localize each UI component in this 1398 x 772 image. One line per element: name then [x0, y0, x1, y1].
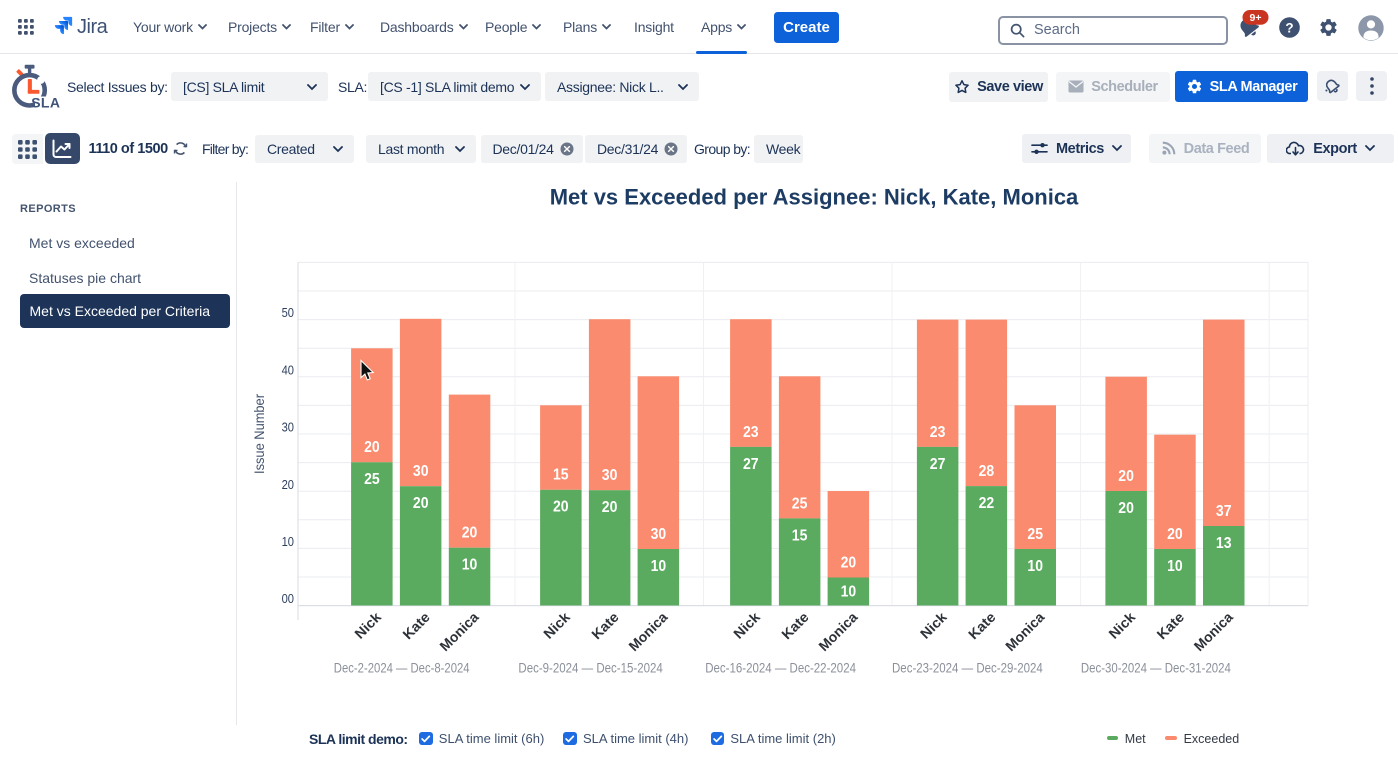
svg-text:Dec-9-2024 — Dec-15-2024: Dec-9-2024 — Dec-15-2024 [518, 661, 663, 676]
svg-text:30: 30 [602, 467, 618, 484]
svg-text:10: 10 [841, 583, 857, 600]
svg-text:00: 00 [282, 591, 294, 606]
svg-text:30: 30 [413, 463, 429, 480]
svg-text:SLA: SLA [31, 95, 60, 111]
svg-text:20: 20 [282, 477, 294, 492]
svg-text:Dec-2-2024 — Dec-8-2024: Dec-2-2024 — Dec-8-2024 [334, 661, 470, 676]
svg-text:10: 10 [1027, 558, 1043, 575]
svg-text:9+: 9+ [1250, 12, 1262, 24]
svg-text:20: 20 [553, 499, 569, 516]
svg-text:13: 13 [1216, 535, 1232, 552]
svg-text:22: 22 [979, 495, 995, 512]
svg-text:28: 28 [979, 463, 995, 480]
svg-text:Monica: Monica [815, 609, 860, 654]
svg-text:37: 37 [1216, 503, 1232, 520]
svg-text:10: 10 [651, 558, 667, 575]
svg-text:Nick: Nick [730, 609, 763, 642]
svg-text:Nick: Nick [540, 609, 573, 642]
svg-text:Monica: Monica [1002, 609, 1047, 654]
svg-text:27: 27 [930, 456, 946, 473]
svg-text:25: 25 [792, 495, 808, 512]
svg-text:Monica: Monica [625, 609, 670, 654]
svg-text:23: 23 [743, 424, 759, 441]
svg-text:20: 20 [462, 525, 478, 542]
svg-text:Monica: Monica [1191, 609, 1236, 654]
svg-text:Nick: Nick [351, 609, 384, 642]
svg-text:40: 40 [282, 362, 294, 377]
svg-text:Kate: Kate [965, 609, 999, 643]
svg-text:20: 20 [1167, 526, 1183, 543]
svg-text:Dec-23-2024 — Dec-29-2024: Dec-23-2024 — Dec-29-2024 [892, 661, 1043, 676]
svg-text:Kate: Kate [588, 609, 622, 643]
svg-text:?: ? [1285, 20, 1293, 35]
svg-text:20: 20 [413, 495, 429, 512]
svg-text:Monica: Monica [436, 609, 481, 654]
svg-text:27: 27 [743, 456, 759, 473]
svg-text:Nick: Nick [917, 609, 950, 642]
svg-text:15: 15 [553, 467, 569, 484]
svg-text:Kate: Kate [1153, 609, 1187, 643]
svg-text:30: 30 [651, 526, 667, 543]
svg-text:Met vs Exceeded per Assignee:: Met vs Exceeded per Assignee: Nick, Kate… [550, 185, 1079, 210]
svg-text:20: 20 [1118, 500, 1134, 517]
svg-text:50: 50 [282, 305, 294, 320]
svg-text:Kate: Kate [399, 609, 433, 643]
svg-text:Dec-16-2024 — Dec-22-2024: Dec-16-2024 — Dec-22-2024 [705, 661, 856, 676]
svg-text:20: 20 [364, 439, 380, 456]
svg-text:20: 20 [1118, 468, 1134, 485]
svg-text:10: 10 [282, 534, 294, 549]
svg-text:Issue Number: Issue Number [252, 394, 267, 474]
svg-text:25: 25 [364, 471, 380, 488]
svg-text:10: 10 [462, 557, 478, 574]
svg-text:20: 20 [841, 554, 857, 571]
svg-text:10: 10 [1167, 558, 1183, 575]
svg-text:30: 30 [282, 420, 294, 435]
svg-text:15: 15 [792, 527, 808, 544]
svg-text:Nick: Nick [1105, 609, 1138, 642]
svg-text:Kate: Kate [778, 609, 812, 643]
svg-text:25: 25 [1027, 526, 1043, 543]
svg-text:Dec-30-2024 — Dec-31-2024: Dec-30-2024 — Dec-31-2024 [1081, 661, 1231, 676]
svg-text:20: 20 [602, 499, 618, 516]
svg-text:23: 23 [930, 424, 946, 441]
